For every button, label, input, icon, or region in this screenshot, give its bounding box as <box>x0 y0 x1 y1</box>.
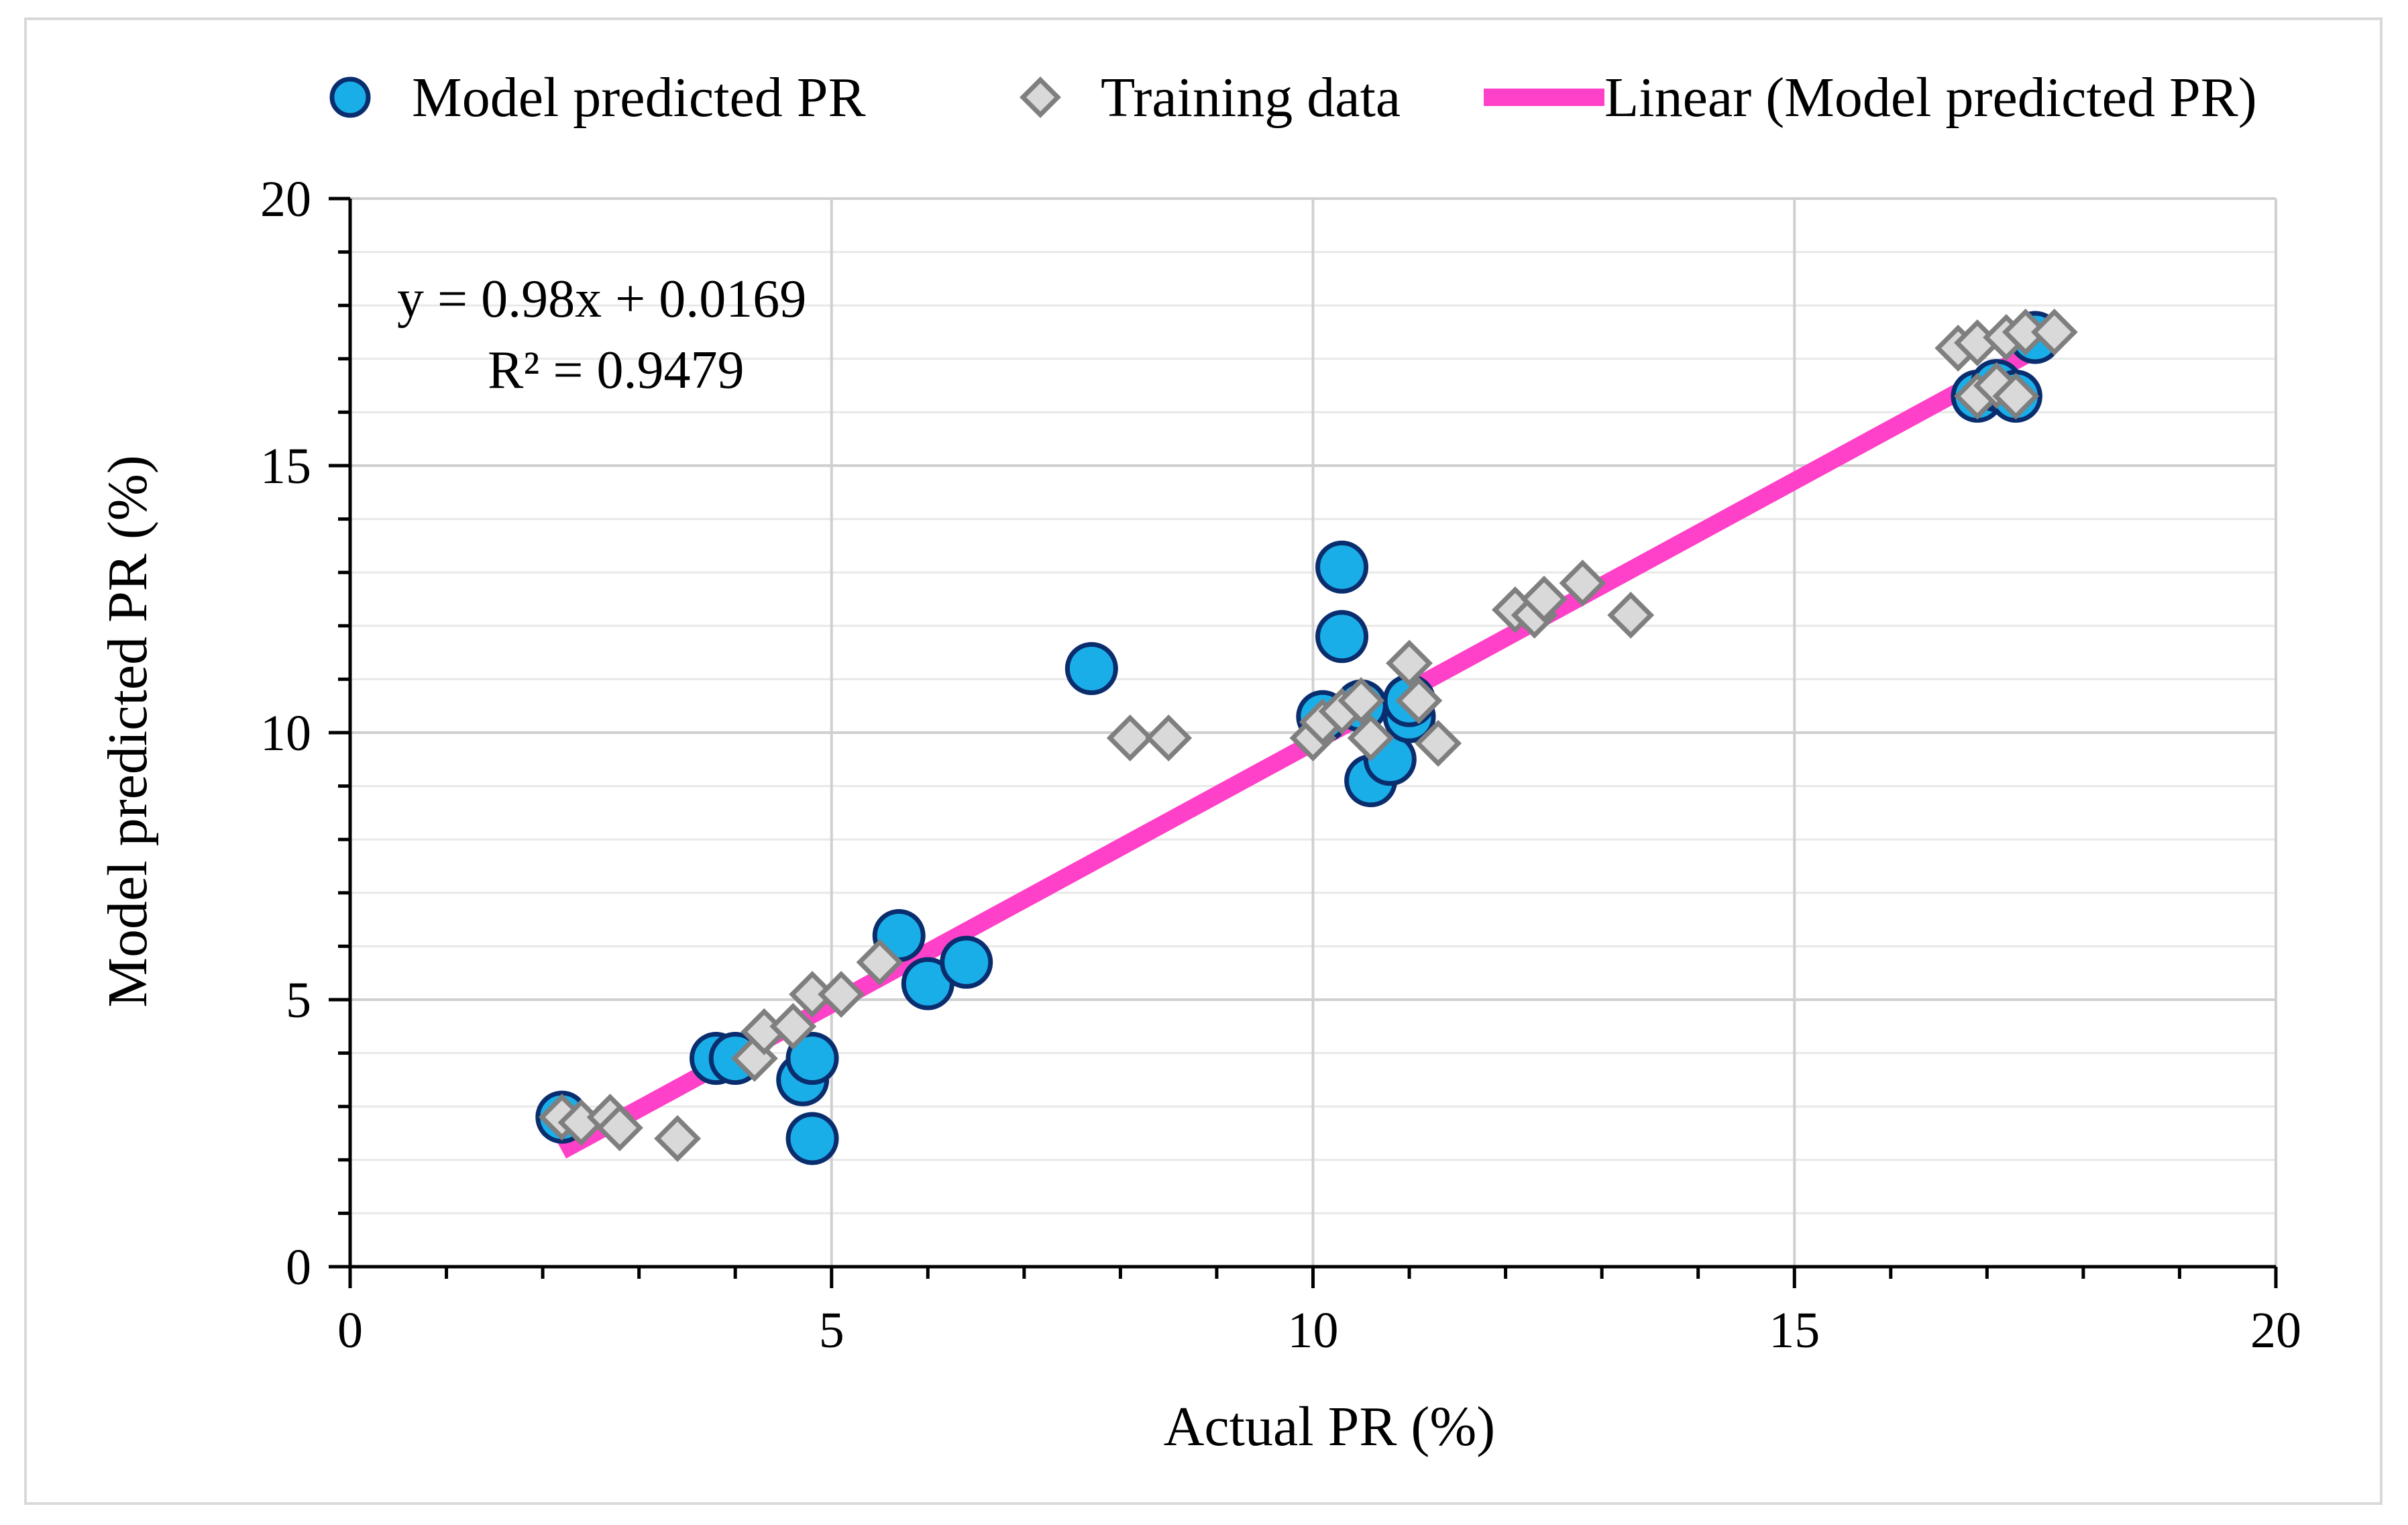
y-axis-title: Model predicted PR (%) <box>97 455 159 1007</box>
training-point <box>1521 576 1568 623</box>
training-point <box>856 939 904 986</box>
model-point <box>785 1032 839 1086</box>
model-point <box>785 1112 839 1165</box>
training-point <box>596 1104 643 1151</box>
x-tick-label: 20 <box>2250 1302 2301 1359</box>
trend-r-squared: R² = 0.9479 <box>488 341 744 400</box>
training-point <box>2030 309 2078 356</box>
label-layer: 0 5 10 15 20 0 5 10 15 20 <box>260 171 2301 1359</box>
legend-trend-label: Linear (Model predicted PR) <box>1604 66 2257 129</box>
x-tick-label: 0 <box>337 1302 363 1359</box>
training-point <box>1145 715 1193 761</box>
y-tick-label: 5 <box>286 972 311 1029</box>
training-point <box>654 1115 702 1162</box>
x-tick-label: 5 <box>819 1302 844 1359</box>
model-point <box>1315 540 1369 594</box>
x-axis-title: Actual PR (%) <box>1164 1396 1496 1458</box>
training-point <box>1559 560 1606 607</box>
training-point <box>1395 677 1443 725</box>
y-tick-label: 0 <box>286 1239 311 1296</box>
training-point <box>818 971 865 1018</box>
legend-training-marker <box>1020 76 1061 118</box>
training-point <box>1607 591 1655 639</box>
axes-layer <box>329 197 2278 1288</box>
chart-frame <box>24 17 2383 1505</box>
legend-training-label: Training data <box>1101 66 1401 129</box>
model-point <box>940 935 993 989</box>
training-point <box>1337 677 1385 725</box>
model-point <box>1315 610 1369 664</box>
y-tick-label: 20 <box>260 171 311 227</box>
training-point <box>1415 719 1462 767</box>
training-point <box>1992 372 2040 420</box>
y-tick-label: 10 <box>260 705 311 761</box>
training-point <box>769 1002 817 1050</box>
legend: Model predicted PR Training data Linear … <box>329 66 2257 129</box>
trend-equation: y = 0.98x + 0.0169 <box>397 270 806 329</box>
training-point <box>1386 639 1433 687</box>
training-point <box>1347 715 1394 761</box>
y-tick-label: 15 <box>260 438 311 494</box>
x-tick-label: 10 <box>1288 1302 1339 1359</box>
legend-model-label: Model predicted PR <box>412 66 866 129</box>
training-point <box>1106 715 1154 761</box>
legend-model-marker <box>329 76 371 118</box>
model-point <box>1064 641 1118 695</box>
training-points-layer <box>538 309 2078 1162</box>
x-tick-label: 15 <box>1769 1302 1820 1359</box>
